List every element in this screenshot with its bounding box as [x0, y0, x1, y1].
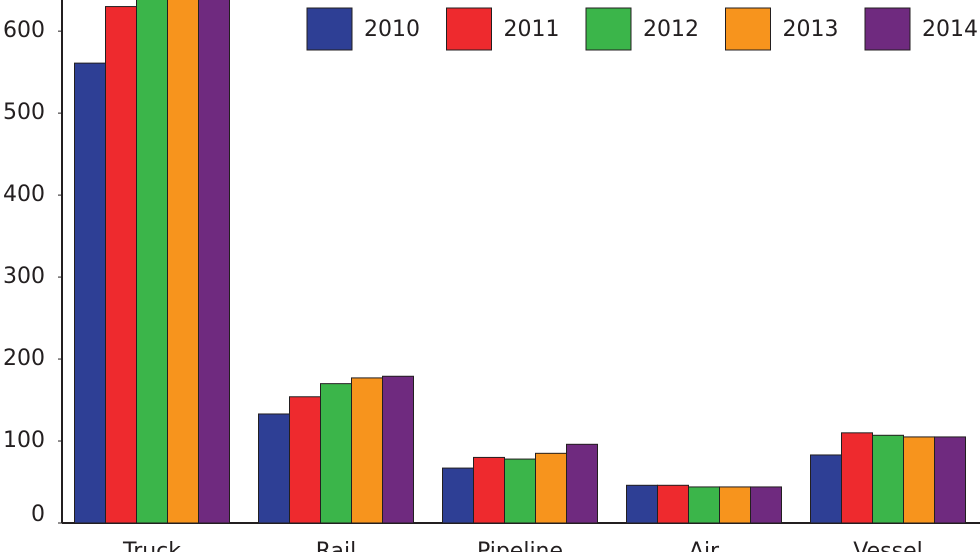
bar: [473, 456, 505, 524]
bar: [810, 454, 842, 524]
bar: [934, 436, 966, 524]
legend-swatch: [306, 7, 353, 51]
bar: [382, 375, 414, 524]
legend-swatch: [585, 7, 632, 51]
bar: [258, 413, 290, 524]
y-tick-label: 400: [3, 182, 45, 207]
legend-label: 2013: [783, 17, 839, 42]
bar: [198, 0, 230, 524]
y-tick-label: 200: [3, 346, 45, 371]
legend-swatch: [864, 7, 911, 51]
bar: [504, 458, 536, 524]
bar: [167, 0, 199, 524]
y-tick-label: 600: [3, 18, 45, 43]
x-tick-label: Rail: [316, 539, 357, 552]
legend-label: 2014: [922, 17, 978, 42]
bar: [136, 0, 168, 524]
legend-label: 2012: [643, 17, 699, 42]
legend-label: 2011: [504, 17, 560, 42]
y-tick-label: 300: [3, 264, 45, 289]
bar: [74, 62, 106, 524]
x-tick-label: Truck: [122, 539, 181, 552]
y-tick-label: 500: [3, 100, 45, 125]
y-tick-label: 100: [3, 428, 45, 453]
bar: [351, 377, 383, 524]
legend-swatch: [446, 7, 492, 51]
bar: [442, 467, 474, 524]
bar: [289, 396, 321, 524]
bar: [657, 484, 689, 524]
bar: [903, 436, 935, 524]
bar: [535, 452, 567, 524]
x-tick-label: Vessel: [853, 539, 922, 552]
bar: [566, 443, 598, 524]
x-tick-label: Pipeline: [477, 539, 563, 552]
bar: [719, 486, 751, 524]
legend-swatch: [725, 7, 771, 51]
y-tick-label: 0: [31, 502, 45, 527]
bar: [688, 486, 720, 524]
bar: [626, 484, 658, 524]
bar: [841, 432, 873, 524]
bar: [105, 6, 137, 524]
x-tick-label: Air: [689, 539, 720, 552]
legend-label: 2010: [364, 17, 420, 42]
bar: [872, 434, 904, 524]
bar: [750, 486, 782, 524]
bar: [320, 383, 352, 524]
